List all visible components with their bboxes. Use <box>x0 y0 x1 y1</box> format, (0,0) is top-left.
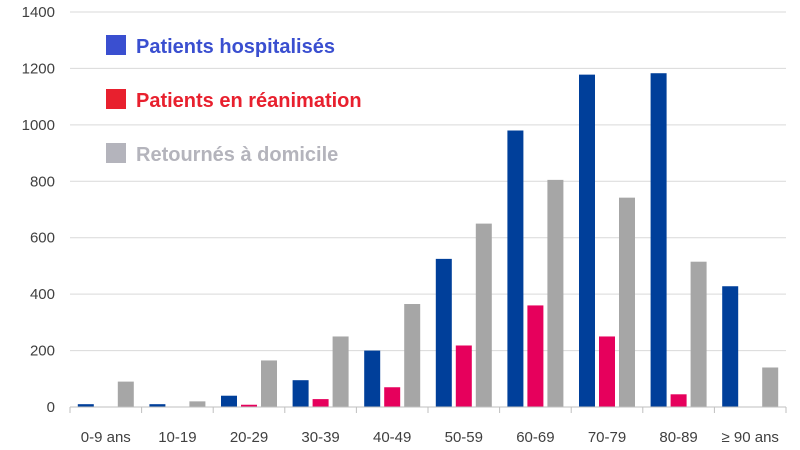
y-tick-label: 1200 <box>22 60 55 77</box>
bar-3-30-39 <box>332 336 349 407</box>
bars <box>77 73 779 407</box>
x-tick-label: 60-69 <box>516 429 554 446</box>
bar-3-80-89 <box>690 261 707 407</box>
grid-lines <box>70 11 786 352</box>
bar-3-90-ans <box>762 367 779 407</box>
bar-2-20-29 <box>241 404 257 407</box>
bar-1-40-49 <box>364 350 381 407</box>
x-tick-label: 80-89 <box>659 429 697 446</box>
bar-3-0-9-ans <box>117 381 134 407</box>
bar-1-50-59 <box>435 258 452 407</box>
bar-3-20-29 <box>261 360 277 407</box>
bar-2-30-39 <box>312 399 329 407</box>
x-tick-label: 70-79 <box>588 429 626 446</box>
legend-label: Patients en réanimation <box>136 90 362 112</box>
bar-3-70-79 <box>619 197 635 407</box>
x-tick-label: 50-59 <box>445 429 483 446</box>
bar-1-60-69 <box>507 130 524 407</box>
legend-label: Patients hospitalisés <box>136 36 335 58</box>
bar-1-90-ans <box>722 286 739 407</box>
bar-2-50-59 <box>455 345 472 407</box>
legend-label: Retournés à domicile <box>136 144 338 166</box>
x-tick-label: ≥ 90 ans <box>721 429 778 446</box>
y-tick-label: 0 <box>47 399 55 416</box>
legend: Patients hospitalisés Patients en réanima… <box>106 35 362 166</box>
x-tick-label: 30-39 <box>301 429 339 446</box>
bar-3-10-19 <box>189 401 206 407</box>
bar-1-80-89 <box>650 73 667 407</box>
bar-2-70-79 <box>599 336 615 407</box>
y-axis: 0 200 400 600 800 1000 1200 1400 <box>22 4 55 416</box>
x-tick-label: 40-49 <box>373 429 411 446</box>
y-tick-label: 600 <box>30 230 55 247</box>
bar-1-70-79 <box>579 74 595 407</box>
bar-3-50-59 <box>475 223 492 407</box>
y-tick-label: 800 <box>30 173 55 190</box>
x-tick-label: 0-9 ans <box>81 429 131 446</box>
bar-2-40-49 <box>384 387 401 407</box>
y-tick-label: 200 <box>30 343 55 360</box>
bar-2-80-89 <box>670 394 687 407</box>
y-tick-label: 400 <box>30 286 55 303</box>
bar-1-10-19 <box>149 404 166 407</box>
bar-1-20-29 <box>221 395 237 407</box>
y-tick-label: 1000 <box>22 117 55 134</box>
bar-3-40-49 <box>404 304 421 407</box>
legend-swatch <box>106 35 126 55</box>
bar-2-60-69 <box>527 305 544 407</box>
y-tick-label: 1400 <box>22 4 55 21</box>
legend-swatch <box>106 143 126 163</box>
bar-1-0-9-ans <box>77 404 94 407</box>
bar-3-60-69 <box>547 179 564 407</box>
x-axis: 0-9 ans 10-19 20-29 30-39 40-49 50-59 60-69 70-… <box>69 406 787 446</box>
x-tick-label: 20-29 <box>230 429 268 446</box>
bar-1-30-39 <box>292 380 309 407</box>
legend-swatch <box>106 89 126 109</box>
x-tick-label: 10-19 <box>158 429 196 446</box>
